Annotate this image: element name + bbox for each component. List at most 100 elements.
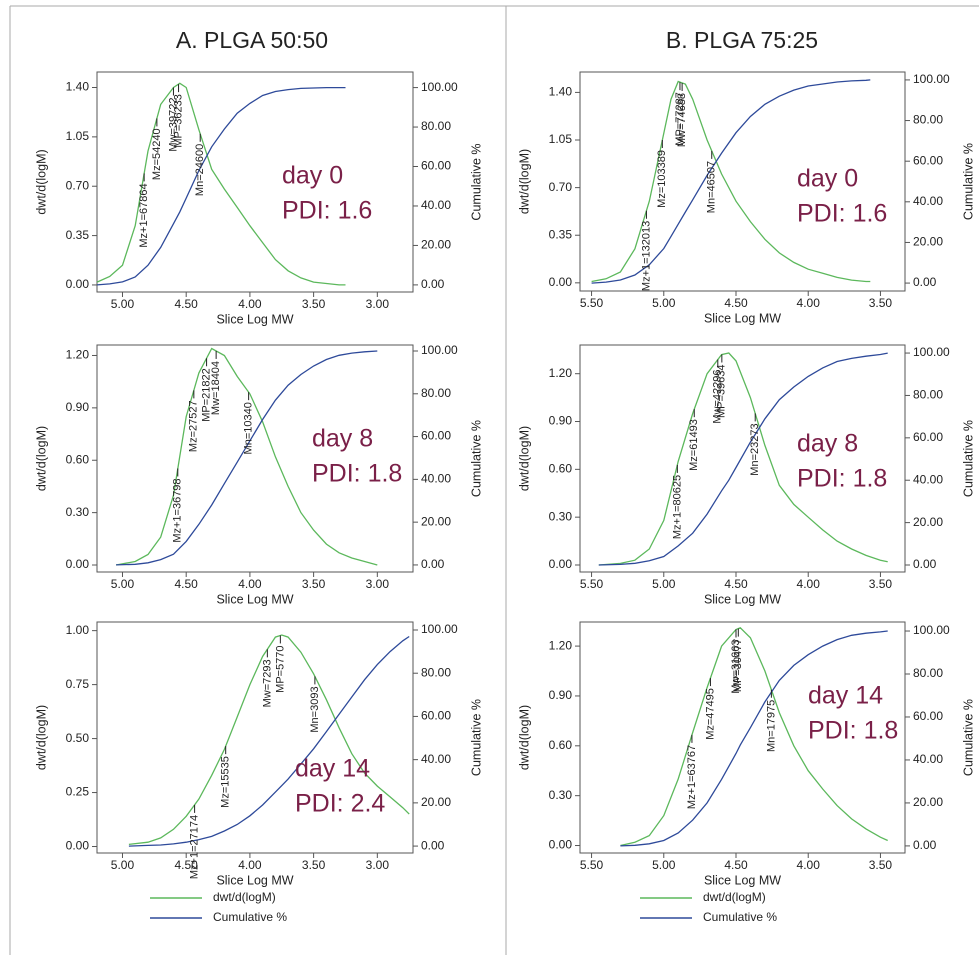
y-tick-label: 1.20: [549, 366, 573, 380]
annotation: Mz+1=63767: [686, 745, 698, 809]
note: PDI: 1.6: [797, 200, 887, 228]
note: day 8: [797, 430, 858, 458]
annotation: Mw=18404: [210, 361, 222, 415]
annotation: Mn=3093: [309, 686, 321, 732]
x-tick-label: 4.00: [797, 858, 821, 872]
x-tick-label: 5.00: [111, 577, 135, 591]
plot-frame: [579, 344, 906, 573]
y2-tick-label: 60.00: [421, 159, 451, 173]
y2-tick-label: 20.00: [421, 238, 451, 252]
y-tick-label: 0.00: [549, 275, 573, 289]
x-tick-label: 5.50: [580, 858, 604, 872]
note: PDI: 1.8: [797, 465, 887, 493]
annotation: MP=77287: [674, 92, 686, 146]
series-line: [96, 86, 346, 286]
annotation: Mz=54240: [151, 128, 163, 180]
annotation: Mn=46507: [706, 161, 718, 213]
y-tick-label: 0.00: [549, 838, 573, 852]
x-tick-label: 4.00: [797, 577, 821, 591]
y2-tick-label: 40.00: [913, 472, 943, 486]
y2-tick-label: 100.00: [421, 343, 458, 357]
y-tick-label: 0.90: [549, 414, 573, 428]
x-axis-label: Slice Log MW: [704, 592, 781, 606]
y-axis-label: dwt/d(logM): [34, 426, 48, 491]
annotation: Mw=74688: [676, 93, 688, 147]
y2-tick-label: 0.00: [421, 838, 445, 852]
y2-axis-label: Cumulative %: [469, 143, 483, 220]
column-title: A. PLGA 50:50: [176, 27, 328, 53]
y2-tick-label: 0.00: [421, 277, 445, 291]
y-tick-label: 1.05: [66, 129, 90, 143]
y2-tick-label: 40.00: [913, 752, 943, 766]
legend-label: Cumulative %: [213, 910, 287, 924]
y-axis-label: dwt/d(logM): [34, 149, 48, 214]
x-tick-label: 5.00: [111, 858, 135, 872]
x-axis-label: Slice Log MW: [216, 312, 293, 326]
series-line: [591, 79, 871, 284]
annotation: MP=39634: [716, 365, 728, 419]
y2-tick-label: 100.00: [913, 623, 950, 637]
annotation: Mn=23273: [749, 423, 761, 475]
y-tick-label: 0.00: [66, 277, 90, 291]
x-tick-label: 4.00: [238, 297, 262, 311]
plot-frame: [579, 71, 906, 292]
y-tick-label: 1.40: [549, 85, 573, 99]
series-line: [620, 630, 888, 847]
x-tick-label: 3.50: [302, 858, 326, 872]
annotation: Mw=7293: [261, 659, 273, 707]
y2-tick-label: 20.00: [913, 515, 943, 529]
y-tick-label: 0.30: [66, 505, 90, 519]
x-tick-label: 4.50: [724, 858, 748, 872]
column-title: B. PLGA 75:25: [666, 27, 818, 53]
y-tick-label: 0.60: [549, 738, 573, 752]
note: PDI: 1.6: [282, 197, 372, 225]
x-tick-label: 4.50: [175, 858, 199, 872]
y-tick-label: 0.70: [66, 178, 90, 192]
annotation: Mz=47495: [704, 688, 716, 740]
annotation: Mw=31663: [730, 639, 742, 693]
x-tick-label: 3.00: [366, 297, 390, 311]
y-tick-label: 0.00: [549, 557, 573, 571]
y2-tick-label: 80.00: [421, 119, 451, 133]
x-tick-label: 3.00: [366, 577, 390, 591]
series-line: [115, 347, 378, 566]
series-line: [598, 352, 888, 566]
y2-tick-label: 80.00: [421, 386, 451, 400]
x-tick-label: 4.50: [175, 577, 199, 591]
annotation: Mz=15535: [220, 756, 232, 808]
annotation: MP=21822: [200, 368, 212, 422]
x-tick-label: 5.00: [652, 858, 676, 872]
y-tick-label: 0.30: [549, 509, 573, 523]
note: day 0: [797, 165, 858, 193]
y2-tick-label: 20.00: [913, 795, 943, 809]
annotation: Mn=17975: [765, 700, 777, 752]
series-line: [128, 635, 410, 847]
annotation: Mz+1=80625: [671, 475, 683, 539]
y2-tick-label: 60.00: [421, 429, 451, 443]
y2-tick-label: 80.00: [913, 113, 943, 127]
note: day 8: [312, 425, 373, 453]
x-tick-label: 3.50: [302, 577, 326, 591]
y2-tick-label: 20.00: [421, 514, 451, 528]
x-tick-label: 5.00: [652, 296, 676, 310]
y-tick-label: 0.25: [66, 785, 90, 799]
annotation: Mz=61493: [688, 419, 700, 471]
y2-tick-label: 40.00: [421, 752, 451, 766]
x-tick-label: 3.50: [869, 296, 893, 310]
y-tick-label: 1.00: [66, 623, 90, 637]
note: day 14: [808, 682, 883, 710]
y-tick-label: 0.60: [549, 462, 573, 476]
y2-tick-label: 80.00: [421, 665, 451, 679]
x-tick-label: 4.00: [238, 858, 262, 872]
series-line: [598, 352, 888, 566]
legend-label: dwt/d(logM): [703, 890, 766, 904]
annotation: Mz+1=36798: [172, 478, 184, 542]
annotation: Mw=39722: [167, 98, 179, 152]
y2-axis-label: Cumulative %: [469, 699, 483, 776]
y-tick-label: 0.30: [549, 788, 573, 802]
x-tick-label: 4.00: [797, 296, 821, 310]
y2-tick-label: 0.00: [913, 557, 937, 571]
note: day 0: [282, 162, 343, 190]
x-tick-label: 5.50: [580, 577, 604, 591]
x-tick-label: 3.50: [302, 297, 326, 311]
